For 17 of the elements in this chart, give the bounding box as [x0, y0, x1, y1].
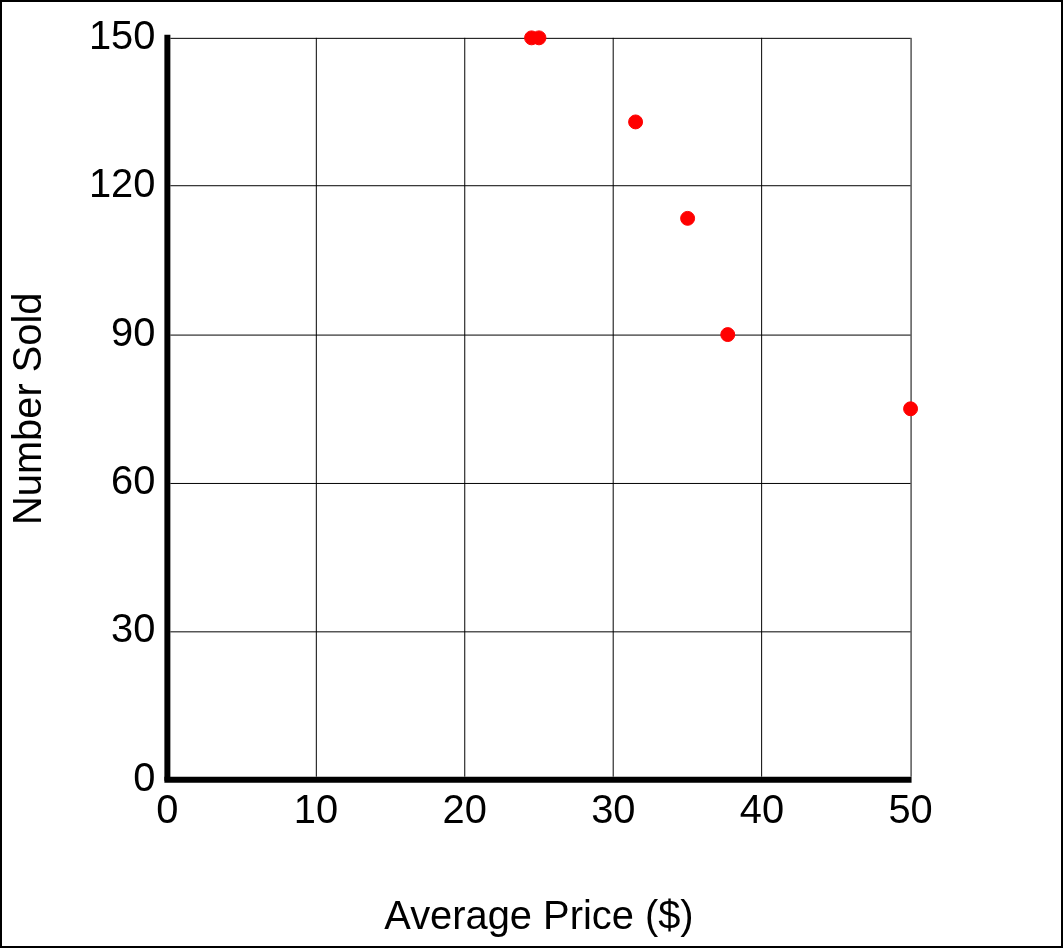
point	[720, 327, 736, 343]
x-axis-title: Average Price ($)	[384, 893, 694, 938]
x-tick-label: 30	[591, 786, 636, 831]
point	[680, 210, 696, 226]
x-tick-label: 20	[442, 786, 487, 831]
y-tick-label: 90	[111, 309, 156, 354]
point	[903, 401, 919, 417]
y-axis-title: Number Sold	[4, 292, 49, 525]
y-tick-label: 60	[111, 457, 156, 502]
y-tick-label: 150	[88, 12, 156, 57]
x-tick-label: 10	[293, 786, 339, 831]
y-tick-label: 120	[88, 161, 156, 206]
x-tick-label: 40	[739, 786, 785, 831]
y-tick-label: 0	[133, 754, 156, 799]
x-tick-label: 50	[888, 786, 933, 831]
y-tick-label: 30	[111, 606, 156, 651]
point	[628, 114, 644, 130]
